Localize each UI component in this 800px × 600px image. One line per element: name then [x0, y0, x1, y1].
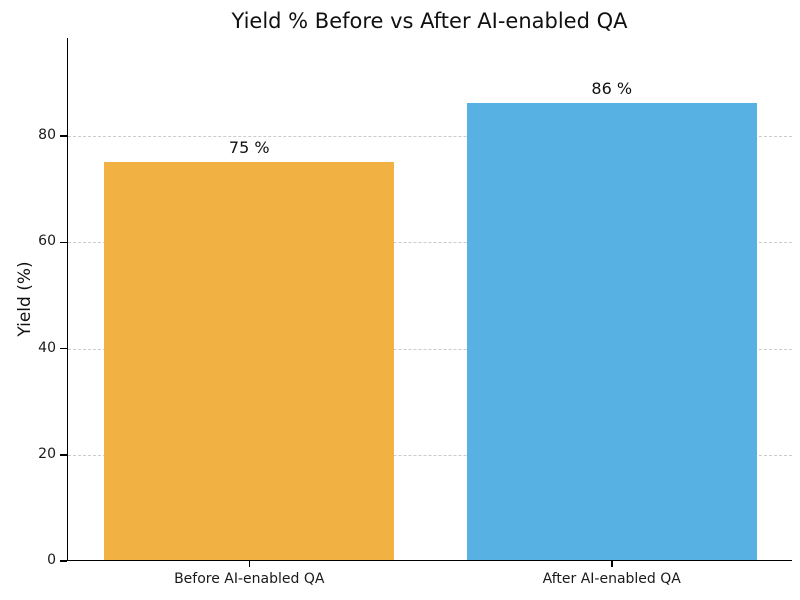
- x-tick-mark: [248, 561, 250, 567]
- bar-value-label: 75 %: [228, 137, 270, 157]
- plot-area: 0 20 40 60 80 75 % Before AI-enabled QA 86 % Aft…: [38, 38, 792, 587]
- y-tick-label: 20: [38, 445, 56, 462]
- y-tick-label: 80: [38, 127, 56, 144]
- y-tick-label: 0: [47, 552, 56, 568]
- y-tick-mark: [60, 454, 67, 456]
- y-tick-mark: [60, 347, 67, 350]
- y-tick-label: 40: [38, 339, 56, 356]
- x-category-label: After AI-enabled QA: [542, 571, 681, 587]
- bar-value-label: 86 %: [591, 79, 633, 99]
- gridline-y-80: [68, 136, 792, 138]
- y-axis-label: Yield (%): [15, 261, 35, 337]
- bar-after: [466, 103, 757, 560]
- y-tick-mark: [60, 135, 67, 137]
- chart-title: Yield % Before vs After AI-enabled QA: [231, 9, 628, 33]
- x-tick-mark: [611, 561, 613, 567]
- y-tick-mark: [60, 560, 67, 562]
- gridline-y-40: [68, 348, 792, 350]
- bar-before: [104, 161, 395, 560]
- x-category-label: Before AI-enabled QA: [174, 571, 325, 587]
- gridline-y-20: [68, 454, 792, 456]
- gridline-y-60: [68, 242, 792, 244]
- y-tick-mark: [60, 241, 67, 244]
- y-tick-label: 60: [38, 233, 56, 250]
